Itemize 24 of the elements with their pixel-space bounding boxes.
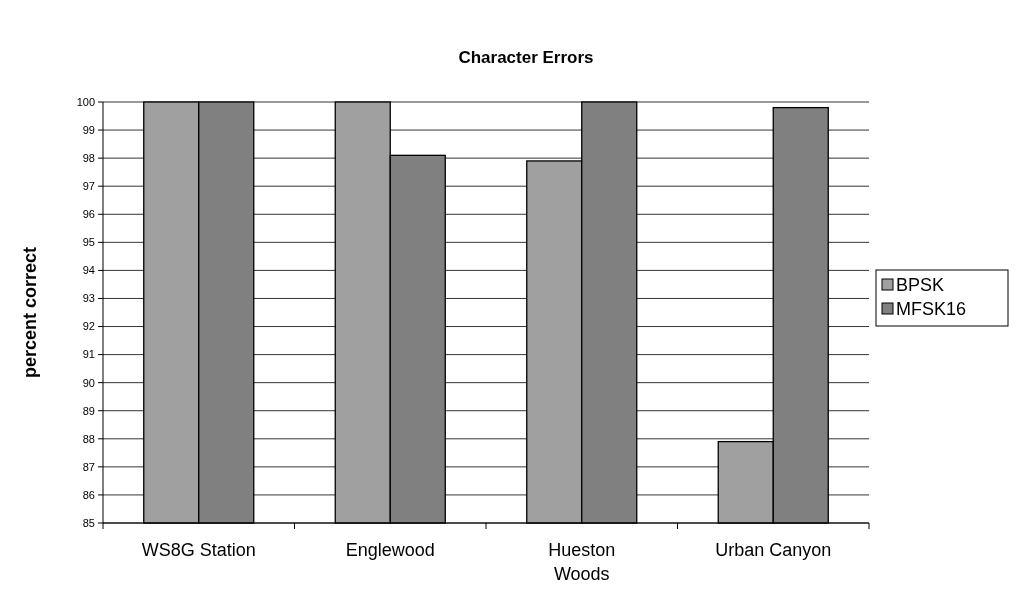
y-tick-label: 93	[82, 292, 95, 305]
y-tick-label: 88	[82, 432, 95, 445]
y-tick-label: 91	[82, 348, 95, 361]
y-tick-label: 96	[82, 208, 95, 221]
y-tick-label: 92	[82, 320, 95, 333]
y-tick-label: 85	[82, 516, 95, 529]
x-tick-label: Hueston Woods	[548, 540, 616, 584]
chart-title: Character Errors	[458, 48, 594, 67]
y-tick-label: 87	[82, 460, 95, 473]
y-tick-label: 90	[82, 376, 95, 389]
y-axis-title: percent correct	[20, 246, 40, 379]
y-tick-label: 89	[82, 404, 95, 417]
x-tick-label: Urban Canyon	[715, 540, 832, 560]
y-tick-label: 95	[82, 236, 95, 249]
y-tick-label: 94	[82, 264, 95, 277]
y-tick-label: 98	[82, 151, 95, 164]
y-tick-label: 99	[82, 123, 95, 136]
legend-label: MFSK16	[896, 299, 967, 320]
y-tick-label: 86	[82, 488, 95, 501]
x-tick-label: Englewood	[345, 540, 435, 560]
x-tick-label: WS8G Station	[141, 540, 256, 560]
y-tick-label: 100	[76, 95, 95, 108]
legend-label: BPSK	[896, 275, 945, 296]
y-tick-label: 97	[82, 180, 95, 193]
